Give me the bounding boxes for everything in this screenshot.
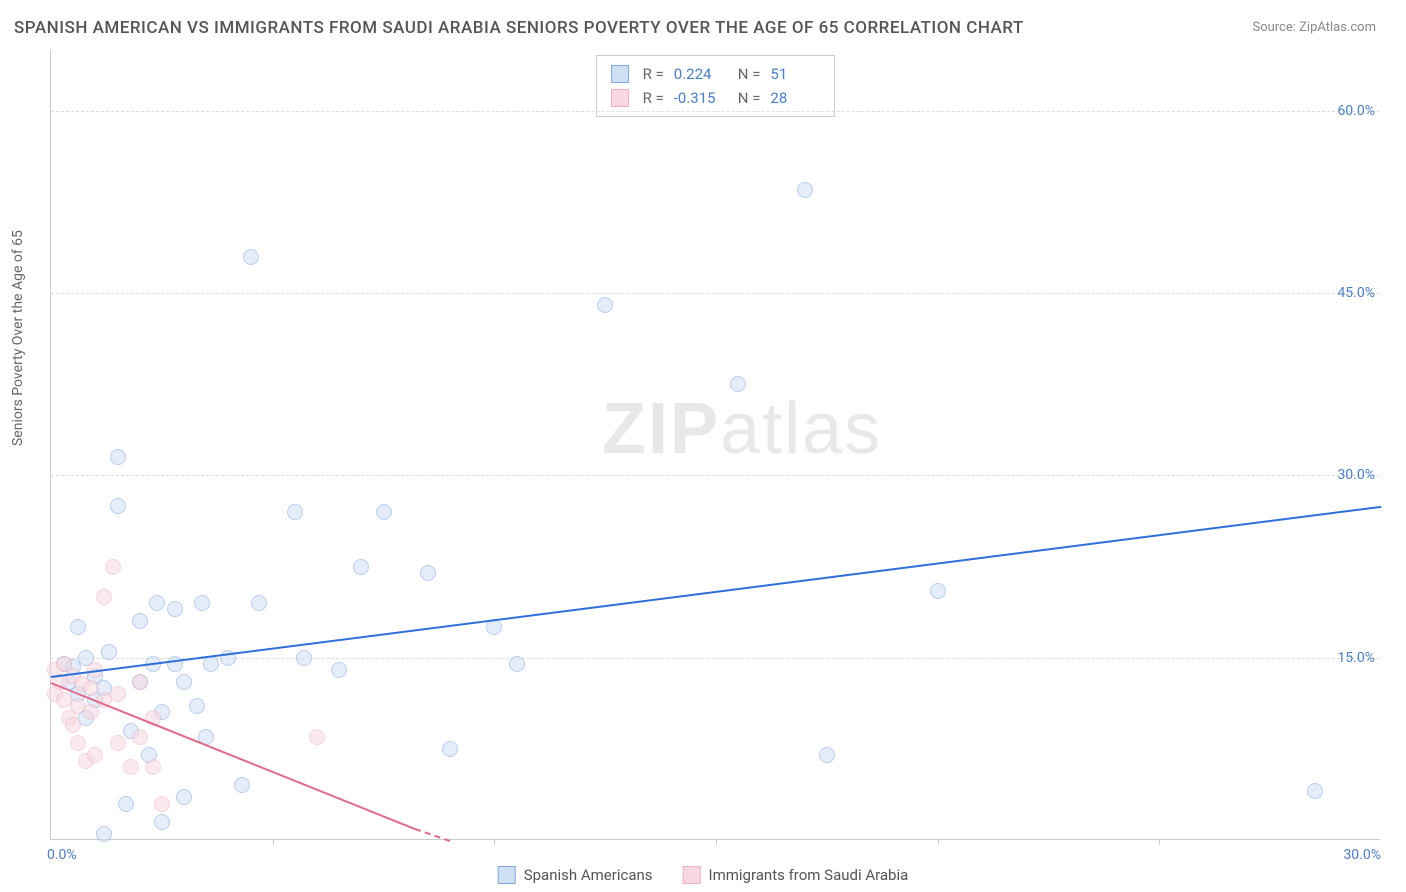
xtick-mark <box>938 839 939 845</box>
gridline-h <box>51 475 1380 476</box>
data-point <box>118 796 134 812</box>
data-point <box>420 565 436 581</box>
data-point <box>167 601 183 617</box>
data-point <box>243 249 259 265</box>
data-point <box>96 589 112 605</box>
stats-r-label: R = <box>643 86 664 110</box>
data-point <box>442 741 458 757</box>
data-point <box>149 595 165 611</box>
xtick-mark <box>716 839 717 845</box>
legend-label-2: Immigrants from Saudi Arabia <box>709 866 909 884</box>
data-point <box>110 686 126 702</box>
stats-row: R = 0.224 N = 51 <box>611 62 821 86</box>
source-label: Source: ZipAtlas.com <box>1252 20 1376 35</box>
stats-swatch <box>611 65 629 83</box>
data-point <box>189 698 205 714</box>
data-point <box>353 559 369 575</box>
ytick-label: 60.0% <box>1337 103 1385 119</box>
data-point <box>167 656 183 672</box>
data-point <box>1307 783 1323 799</box>
data-point <box>70 735 86 751</box>
legend-swatch-1 <box>498 866 516 884</box>
legend: Spanish Americans Immigrants from Saudi … <box>498 866 909 884</box>
data-point <box>251 595 267 611</box>
data-point <box>234 777 250 793</box>
stats-n-label: N = <box>738 62 761 86</box>
legend-swatch-2 <box>683 866 701 884</box>
data-point <box>194 595 210 611</box>
data-point <box>309 729 325 745</box>
data-point <box>154 796 170 812</box>
data-point <box>730 376 746 392</box>
data-point <box>819 747 835 763</box>
watermark: ZIPatlas <box>602 388 882 470</box>
data-point <box>101 644 117 660</box>
data-point <box>797 182 813 198</box>
ytick-label: 45.0% <box>1337 285 1385 301</box>
data-point <box>930 583 946 599</box>
xtick-mark <box>1159 839 1160 845</box>
stats-box: R = 0.224 N = 51 R = -0.315 N = 28 <box>596 55 836 117</box>
regression-line <box>51 506 1381 678</box>
data-point <box>83 704 99 720</box>
data-point <box>83 680 99 696</box>
xtick-mark <box>494 839 495 845</box>
data-point <box>65 717 81 733</box>
data-point <box>296 650 312 666</box>
xtick-label: 30.0% <box>1343 847 1381 863</box>
legend-item-1: Spanish Americans <box>498 866 653 884</box>
data-point <box>376 504 392 520</box>
legend-label-1: Spanish Americans <box>524 866 653 884</box>
xtick-mark <box>273 839 274 845</box>
y-axis-label: Seniors Poverty Over the Age of 65 <box>10 230 26 446</box>
data-point <box>132 729 148 745</box>
stats-row: R = -0.315 N = 28 <box>611 86 821 110</box>
regression-line <box>414 828 450 842</box>
stats-r-label: R = <box>643 62 664 86</box>
data-point <box>176 674 192 690</box>
data-point <box>287 504 303 520</box>
data-point <box>110 735 126 751</box>
data-point <box>154 814 170 830</box>
xtick-label: 0.0% <box>47 847 77 863</box>
stats-r-value: 0.224 <box>674 62 724 86</box>
data-point <box>123 759 139 775</box>
chart-title: SPANISH AMERICAN VS IMMIGRANTS FROM SAUD… <box>14 18 1024 38</box>
data-point <box>176 789 192 805</box>
legend-item-2: Immigrants from Saudi Arabia <box>683 866 909 884</box>
data-point <box>331 662 347 678</box>
data-point <box>96 826 112 842</box>
stats-n-label: N = <box>738 86 761 110</box>
data-point <box>87 747 103 763</box>
regression-line <box>51 682 415 830</box>
data-point <box>509 656 525 672</box>
ytick-label: 15.0% <box>1337 650 1385 666</box>
correlation-chart: SPANISH AMERICAN VS IMMIGRANTS FROM SAUD… <box>0 0 1406 892</box>
data-point <box>132 674 148 690</box>
data-point <box>132 613 148 629</box>
data-point <box>105 559 121 575</box>
stats-swatch <box>611 89 629 107</box>
gridline-h <box>51 293 1380 294</box>
data-point <box>70 619 86 635</box>
plot-area: ZIPatlas R =0.224N =51R =-0.315N =28 15.… <box>50 50 1380 840</box>
data-point <box>597 297 613 313</box>
data-point <box>110 449 126 465</box>
stats-r-value: -0.315 <box>674 86 724 110</box>
stats-n-value: 51 <box>770 62 820 86</box>
gridline-h <box>51 658 1380 659</box>
data-point <box>145 759 161 775</box>
stats-n-value: 28 <box>770 86 820 110</box>
data-point <box>110 498 126 514</box>
ytick-label: 30.0% <box>1337 467 1385 483</box>
gridline-h <box>51 111 1380 112</box>
